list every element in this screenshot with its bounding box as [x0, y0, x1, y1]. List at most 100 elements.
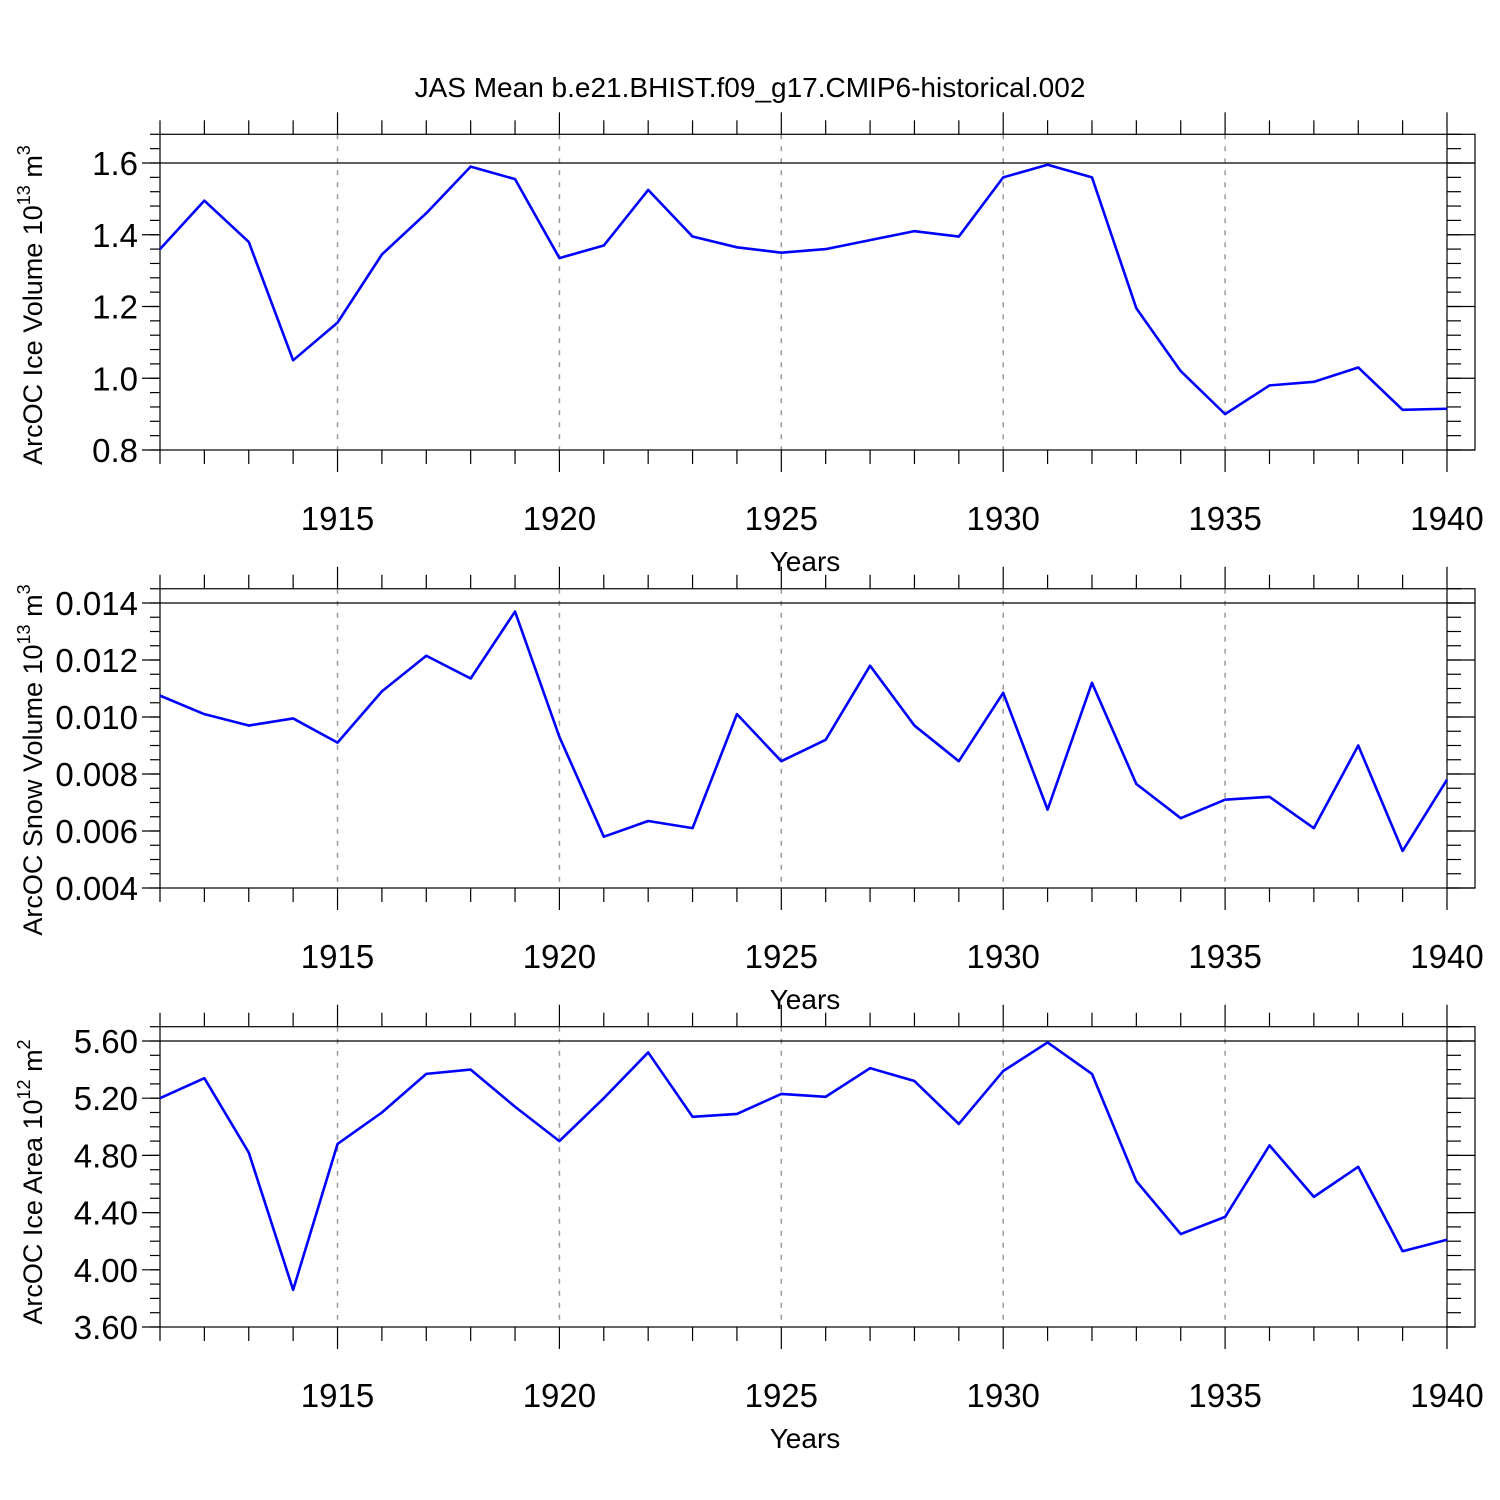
- data-point: [1179, 816, 1183, 820]
- x-tick-label: 1940: [1410, 938, 1483, 975]
- x-axis-label: Years: [770, 984, 841, 1015]
- y-axis-label-unit-exponent: 3: [14, 584, 34, 594]
- y-tick-label: 0.004: [55, 870, 138, 907]
- data-point: [691, 235, 695, 239]
- data-point: [513, 1105, 517, 1109]
- x-tick-label: 1935: [1188, 1377, 1261, 1414]
- y-axis-label: ArcOC Ice Area 1012 m2: [14, 1039, 48, 1324]
- data-point: [868, 664, 872, 668]
- data-point: [1356, 744, 1360, 748]
- data-point: [424, 211, 428, 215]
- data-point: [1445, 1238, 1449, 1242]
- data-point: [202, 199, 206, 203]
- data-point: [336, 321, 340, 325]
- series-line: [159, 610, 1449, 853]
- y-tick-label: 4.40: [74, 1195, 138, 1232]
- x-tick-label: 1940: [1410, 500, 1483, 537]
- y-axis-label-exponent: 12: [14, 1079, 34, 1099]
- data-point: [1090, 175, 1094, 179]
- data-point: [1179, 369, 1183, 373]
- data-point: [336, 1142, 340, 1146]
- data-point: [868, 238, 872, 242]
- x-tick-label: 1935: [1188, 500, 1261, 537]
- data-point: [1267, 795, 1271, 799]
- data-point: [424, 654, 428, 658]
- data-point: [779, 1092, 783, 1096]
- data-point: [513, 177, 517, 181]
- chart-panel-1: 0.8 1.0 1.2 1.4 1.6 1915 1920 1925 1930 1935 1940 Y…: [14, 112, 1484, 577]
- data-point: [1401, 1249, 1405, 1253]
- y-tick-label: 4.80: [74, 1137, 138, 1174]
- y-tick-label: 1.0: [92, 360, 138, 397]
- data-point: [957, 1122, 961, 1126]
- data-point: [779, 251, 783, 255]
- data-point: [291, 358, 295, 362]
- y-tick-label: 1.2: [92, 289, 138, 326]
- y-axis-label-exponent: 13: [14, 185, 34, 205]
- x-tick-label: 1930: [966, 500, 1039, 537]
- y-axis-label-exponent: 13: [14, 624, 34, 644]
- data-point: [1134, 782, 1138, 786]
- data-point: [912, 229, 916, 233]
- x-tick-label: 1925: [745, 938, 818, 975]
- data-point: [1046, 808, 1050, 812]
- data-point: [824, 247, 828, 251]
- x-tick-label: 1930: [966, 938, 1039, 975]
- figure-title: JAS Mean b.e21.BHIST.f09_g17.CMIP6-histo…: [415, 72, 1086, 103]
- y-axis-label-text: ArcOC Snow Volume 10: [18, 644, 48, 935]
- y-axis-label-unit: m: [18, 1049, 48, 1079]
- data-point: [380, 252, 384, 256]
- y-tick-label: 4.00: [74, 1252, 138, 1289]
- data-point: [247, 1151, 251, 1155]
- data-point: [1046, 1040, 1050, 1044]
- y-tick-label: 0.006: [55, 813, 138, 850]
- data-point: [1001, 175, 1005, 179]
- data-point: [1001, 691, 1005, 695]
- data-point: [158, 247, 162, 251]
- data-point: [424, 1072, 428, 1076]
- data-point: [868, 1066, 872, 1070]
- data-point: [691, 1115, 695, 1119]
- data-point: [1312, 826, 1316, 830]
- data-point: [158, 1096, 162, 1100]
- x-tick-label: 1915: [301, 938, 374, 975]
- y-axis-label-text: ArcOC Ice Area 10: [18, 1099, 48, 1324]
- x-axis-label: Years: [770, 1423, 841, 1454]
- chart-panel-2: 0.004 0.006 0.008 0.010 0.012 0.014 1915 1920 19…: [14, 566, 1484, 1015]
- x-tick-label: 1925: [745, 500, 818, 537]
- data-point: [247, 724, 251, 728]
- y-axis-label-unit: m: [18, 594, 48, 624]
- data-point: [557, 1139, 561, 1143]
- chart-panel-3: 3.60 4.00 4.40 4.80 5.20 5.60 1915 1920 1925 1930…: [14, 1004, 1484, 1454]
- data-point: [602, 835, 606, 839]
- series-line: [159, 163, 1448, 416]
- y-axis-label: ArcOC Snow Volume 1013 m3: [14, 584, 48, 935]
- y-tick-label: 0.010: [55, 699, 138, 736]
- data-point: [1179, 1232, 1183, 1236]
- data-point: [1356, 365, 1360, 369]
- y-tick-label: 0.8: [92, 432, 138, 469]
- data-point: [691, 826, 695, 830]
- x-tick-label: 1920: [523, 938, 596, 975]
- data-point: [1090, 681, 1094, 685]
- data-point: [602, 244, 606, 248]
- data-point: [602, 1096, 606, 1100]
- data-point: [1134, 1179, 1138, 1183]
- data-point: [1090, 1072, 1094, 1076]
- data-point: [469, 165, 473, 169]
- x-tick-label: 1920: [523, 1377, 596, 1414]
- y-tick-label: 1.4: [92, 217, 138, 254]
- x-tick-label: 1920: [523, 500, 596, 537]
- data-point: [1267, 1143, 1271, 1147]
- data-point: [380, 1111, 384, 1115]
- data-point: [1312, 380, 1316, 384]
- y-tick-label: 0.014: [55, 585, 138, 622]
- data-point: [646, 1050, 650, 1054]
- data-point: [1223, 1215, 1227, 1219]
- data-point: [824, 1095, 828, 1099]
- data-point: [202, 1076, 206, 1080]
- data-point: [1445, 407, 1449, 411]
- data-point: [646, 819, 650, 823]
- x-axis-label: Years: [770, 546, 841, 577]
- y-axis-label: ArcOC Ice Volume 1013 m3: [14, 145, 48, 465]
